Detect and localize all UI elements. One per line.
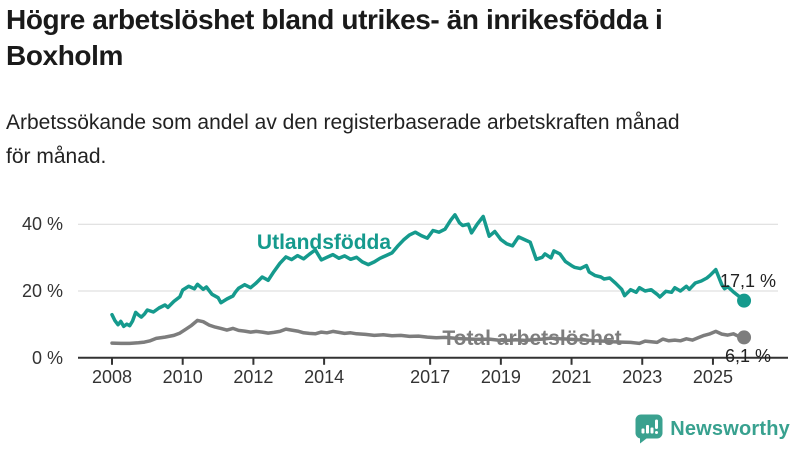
y-tick-label: 0 % (32, 348, 63, 368)
series-line-foreign (110, 213, 746, 329)
newsworthy-logo[interactable]: Newsworthy (635, 414, 790, 444)
end-dot-total (737, 330, 752, 345)
chart-title: Högre arbetslöshet bland utrikes- än inr… (6, 2, 786, 74)
y-tick-label: 20 % (22, 281, 63, 301)
x-tick-label: 2021 (552, 367, 592, 387)
chart-title-line1: Högre arbetslöshet bland utrikes- än inr… (6, 4, 663, 35)
chart-subtitle-line2: för månad. (6, 145, 107, 168)
x-tick-label: 2025 (693, 367, 733, 387)
x-tick-label: 2008 (92, 367, 132, 387)
value-label-total: 6,1 % (725, 346, 771, 366)
end-dot-foreign (737, 293, 752, 308)
newsworthy-wordmark: Newsworthy (670, 417, 790, 440)
x-tick-label: 2010 (163, 367, 203, 387)
newsworthy-bubble-barchart-icon (635, 414, 663, 444)
x-tick-label: 2019 (481, 367, 521, 387)
y-tick-label: 40 % (22, 214, 63, 234)
value-label-foreign: 17,1 % (720, 271, 776, 291)
chart-title-line2: Boxholm (6, 40, 123, 71)
series-label-foreign: Utlandsfödda (257, 231, 391, 254)
series-line-total (110, 318, 746, 346)
x-tick-label: 2012 (233, 367, 273, 387)
series-label-total: Total arbetslöshet (442, 327, 621, 350)
x-tick-label: 2014 (304, 367, 344, 387)
chart-subtitle: Arbetssökande som andel av den registerb… (6, 106, 786, 174)
chart-subtitle-line1: Arbetssökande som andel av den registerb… (6, 111, 680, 134)
x-tick-label: 2023 (622, 367, 662, 387)
x-tick-label: 2017 (410, 367, 450, 387)
